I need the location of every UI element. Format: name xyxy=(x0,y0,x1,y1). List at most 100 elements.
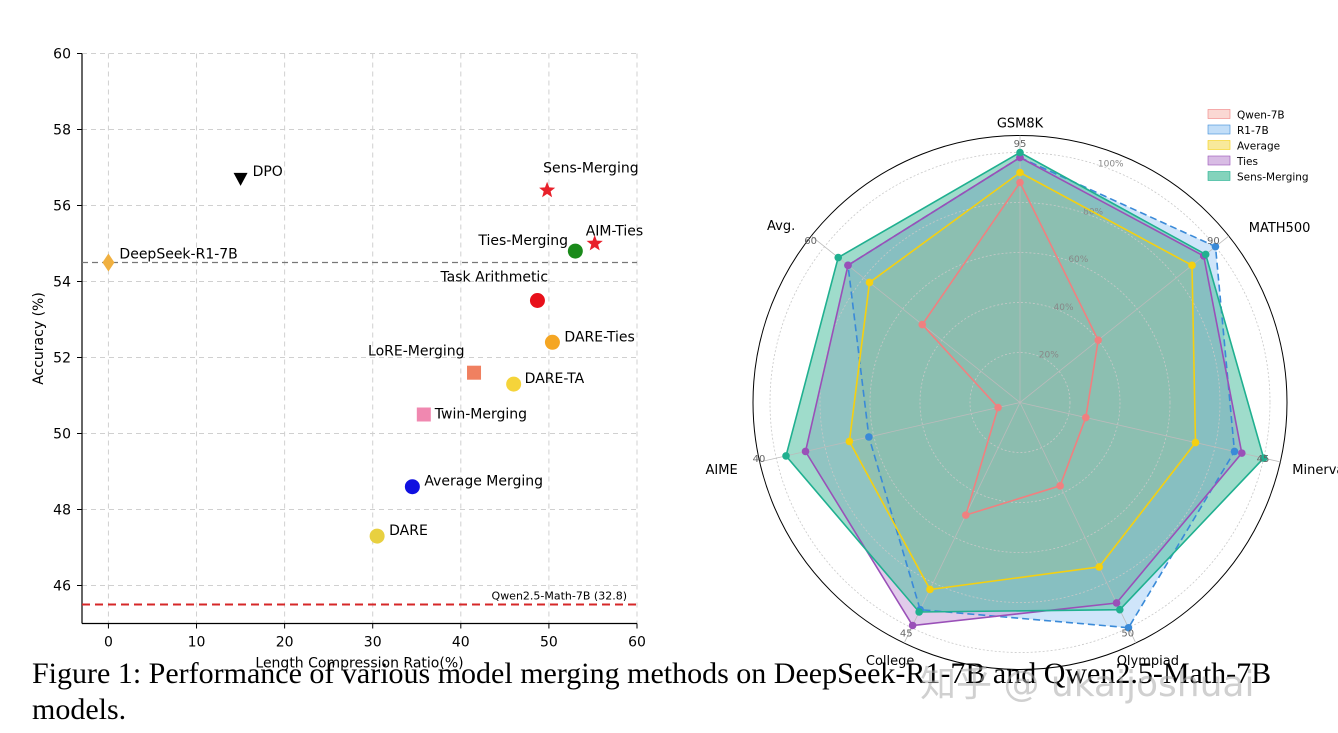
radar-radial-label: 20% xyxy=(1039,351,1059,361)
legend-swatch-ties xyxy=(1207,155,1231,166)
point-label-dare-ties: DARE-Ties xyxy=(564,329,634,345)
legend-swatch-average xyxy=(1207,140,1231,150)
legend-swatch-qwen-7b xyxy=(1207,109,1231,119)
point-deepseek-r1-7b xyxy=(102,253,115,272)
radar-point-sens-merging xyxy=(1115,605,1124,614)
y-tick-label: 52 xyxy=(53,351,71,367)
radar-axis-label-aime: AIME xyxy=(706,463,738,478)
y-axis-label: Accuracy (%) xyxy=(31,292,47,385)
radar-axis-tick-math500: 90 xyxy=(1207,236,1220,247)
radar-radial-label: 60% xyxy=(1068,255,1088,265)
point-ties-merging xyxy=(567,243,583,259)
radar-point-sens-merging xyxy=(1016,148,1024,157)
radar-point-sens-merging xyxy=(834,253,843,262)
radar-point-ties xyxy=(844,261,852,270)
y-tick-label: 50 xyxy=(53,427,71,443)
radar-point-qwen-7b xyxy=(1056,482,1064,490)
radar-point-average xyxy=(865,278,874,287)
radar-axis-tick-olympiad: 50 xyxy=(1121,628,1134,639)
radar-point-ties xyxy=(1112,599,1121,607)
radar-axis-label-gsm8k: GSM8K xyxy=(997,117,1044,132)
radar-point-average xyxy=(1095,563,1103,571)
y-tick-label: 58 xyxy=(53,123,71,139)
radar-grid-ring xyxy=(819,202,1221,603)
radar-axis-label-minerva: Minerva xyxy=(1292,463,1338,478)
point-twin-merging xyxy=(416,407,431,422)
radar-point-r1-7b xyxy=(1124,623,1133,632)
x-tick-label: 10 xyxy=(188,635,206,651)
y-tick-label: 54 xyxy=(53,275,71,291)
radar-axis-tick-minerva: 45 xyxy=(1257,454,1270,465)
radar-point-sens-merging xyxy=(915,608,923,616)
legend-label-qwen-7b: Qwen-7B xyxy=(1237,110,1285,122)
radar-axis-tick-college: 45 xyxy=(900,628,913,639)
x-tick-label: 60 xyxy=(628,635,646,651)
legend-label-ties: Ties xyxy=(1236,156,1258,168)
radar-line-average xyxy=(848,171,1197,591)
radar-line-sens-merging xyxy=(785,151,1265,613)
radar-chart: 20%40%60%80%100%GSM8K95MATH50090Minerva4… xyxy=(706,109,1338,670)
radar-point-average xyxy=(1191,438,1200,447)
radar-spoke xyxy=(903,402,1021,644)
point-dpo xyxy=(233,172,248,186)
radar-axis-label-college: College xyxy=(866,654,915,669)
radar-point-average xyxy=(926,585,934,594)
point-label-sens-merging: Sens-Merging xyxy=(543,160,638,176)
radar-point-r1-7b xyxy=(865,433,873,441)
scatter-chart: 0 10 20 30 40 50 60 46 48 50 52 54 56 58 60 Length Comp… xyxy=(31,47,646,672)
radar-area-sens-merging xyxy=(786,152,1264,612)
reference-line-label: Qwen2.5-Math-7B (32.8) xyxy=(492,590,627,603)
radar-grid-ring xyxy=(869,252,1171,553)
radar-axis-label-olympiad: Olympiad xyxy=(1117,654,1179,669)
point-dare xyxy=(369,528,385,544)
radar-line-ties xyxy=(804,156,1243,627)
radar-grid-ring xyxy=(919,302,1121,503)
point-label-task-arithmetic: Task Arithmetic xyxy=(439,270,548,286)
x-tick-label: 30 xyxy=(364,635,382,651)
radar-axis-label-avg: Avg. xyxy=(767,219,795,234)
radar-radial-label: 100% xyxy=(1098,160,1124,170)
radar-point-qwen-7b xyxy=(1082,413,1090,422)
radar-point-ties xyxy=(1237,449,1246,457)
radar-point-r1-7b xyxy=(1230,447,1239,456)
point-average-merging xyxy=(404,479,420,495)
point-label-lore-merging: LoRE-Merging xyxy=(368,344,464,360)
legend-swatch-r1-7b xyxy=(1207,124,1231,135)
legend-swatch-sens-merging xyxy=(1207,171,1231,181)
x-tick-label: 0 xyxy=(104,635,113,651)
radar-point-qwen-7b xyxy=(1016,178,1024,187)
radar-point-r1-7b xyxy=(1211,242,1220,251)
x-tick-label: 40 xyxy=(452,635,470,651)
watermark: 知乎 @ ukaijoshuai xyxy=(920,664,1255,705)
radar-point-qwen-7b xyxy=(1094,336,1102,344)
y-tick-label: 56 xyxy=(53,199,71,215)
legend-label-sens-merging: Sens-Merging xyxy=(1237,172,1309,184)
point-label-twin-merging: Twin-Merging xyxy=(434,407,527,423)
radar-point-average xyxy=(1188,261,1196,270)
radar-point-qwen-7b xyxy=(918,320,927,329)
radar-point-ties xyxy=(908,621,917,630)
x-tick-label: 50 xyxy=(540,635,558,651)
radar-axis-tick-avg: 60 xyxy=(804,236,817,247)
point-task-arithmetic xyxy=(529,293,545,308)
point-sens-merging xyxy=(539,181,556,198)
radar-point-qwen-7b xyxy=(961,511,970,519)
radar-point-sens-merging xyxy=(1201,250,1210,259)
legend-label-r1-7b: R1-7B xyxy=(1237,125,1269,137)
radar-axis-tick-gsm8k: 95 xyxy=(1014,139,1027,150)
radar-point-average xyxy=(845,437,854,446)
point-label-aim-ties: AIM-Ties xyxy=(586,224,643,240)
radar-point-qwen-7b xyxy=(994,403,1002,412)
point-dare-ties xyxy=(544,334,560,350)
legend-label-average: Average xyxy=(1237,141,1280,153)
point-label-dare-ta: DARE-TA xyxy=(525,371,585,387)
x-axis-label: Length Compression Ratio(%) xyxy=(255,656,463,672)
radar-axis-tick-aime: 40 xyxy=(753,454,766,465)
radar-point-average xyxy=(1016,168,1024,177)
point-lore-merging xyxy=(467,365,482,380)
radar-point-ties xyxy=(801,447,810,456)
x-tick-label: 20 xyxy=(276,635,294,651)
point-label-dare: DARE xyxy=(389,523,428,539)
radar-grid-ring xyxy=(969,352,1071,453)
y-tick-label: 48 xyxy=(53,503,71,519)
